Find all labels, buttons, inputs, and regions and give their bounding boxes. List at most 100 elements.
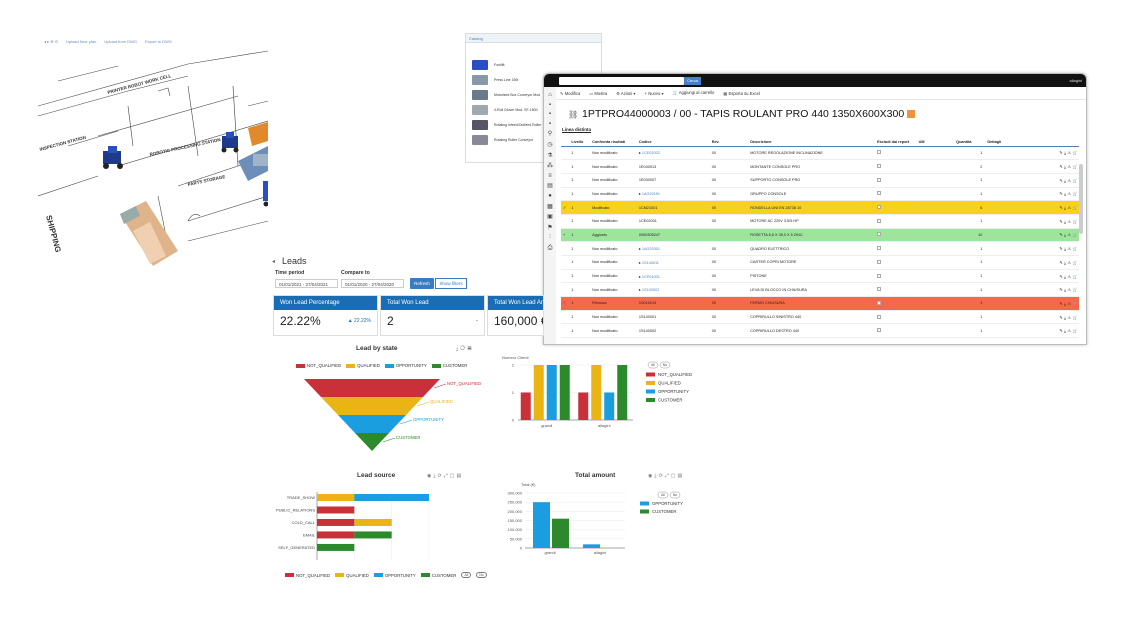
user-icon[interactable]: ● (548, 192, 552, 199)
pin-icon[interactable]: ⚲ (547, 131, 553, 138)
table-row[interactable]: 1 Non modificato 1S140001 00 COPRIRULLO SINI… (561, 310, 1079, 325)
catalog-item[interactable]: Rotating Roller Conveyor (466, 132, 601, 147)
cell-codice[interactable]: ▸ 1CP01001 (636, 269, 710, 284)
catalog-item[interactable]: Forklift (466, 57, 601, 72)
exclude-checkbox[interactable] (877, 218, 882, 223)
cell-escludi[interactable] (875, 159, 917, 174)
chart-toolbar[interactable]: ◉⤓⟳⤢▢▤ (648, 473, 685, 479)
row-actions-icons[interactable]: ✎⤓⚠🛒 (1059, 191, 1079, 197)
catalog-item[interactable]: Rotating Infeed/Outfeed Roller (466, 117, 601, 132)
cell-escludi[interactable] (875, 146, 917, 161)
chart-toolbar[interactable]: ⤓⟳▤ (456, 346, 474, 352)
catalog-item[interactable]: Motorized Box Conveyor Mod (466, 87, 601, 102)
forklift-icon[interactable] (263, 181, 268, 207)
clock-icon[interactable]: ◷ (547, 141, 553, 148)
row-actions-icons[interactable]: ✎⤓⚠🛒 (1059, 218, 1079, 224)
expand-icon[interactable]: ▸ (638, 288, 642, 293)
table-row[interactable]: 1 Non modificato 1E030007 00 SUPPORTO CONSOL… (561, 173, 1079, 188)
row-actions-icons[interactable]: ✎⤓⚠🛒 (1059, 177, 1079, 183)
cell-escludi[interactable] (875, 296, 917, 311)
legend-all-pill[interactable]: All (461, 572, 472, 578)
col-um[interactable]: UM (916, 138, 955, 147)
codice-text[interactable]: 1CP01001 (641, 274, 660, 279)
catalog-item[interactable]: 4-Roll Glover Mod. SF-1500 (466, 102, 601, 117)
table-row[interactable]: 1 Non modificato 1E040013 00 MONTANTE CONSOL… (561, 159, 1079, 174)
legend-item[interactable]: OPPORTUNITY (384, 363, 427, 368)
add-to-cart-button[interactable]: 🛒 Aggiungi al carrello (672, 90, 715, 95)
tree-icon[interactable]: ⁂ (547, 163, 553, 170)
edit-badge-icon[interactable] (907, 110, 916, 119)
col-codice[interactable]: Codice (636, 138, 710, 147)
box-icon[interactable]: ▪ (548, 120, 552, 127)
upload-floor-plan-link[interactable]: Upload floor plan (66, 38, 97, 44)
table-row[interactable]: 1 Non modificato ▸ 1AG20301 00 QUADRO ELETTR… (561, 241, 1079, 256)
chart-icon[interactable]: ⫶ (549, 234, 551, 241)
row-actions-icons[interactable]: ✎⤓⚠🛒 (1059, 273, 1079, 279)
col-livello[interactable]: Livello (569, 138, 591, 147)
cell-escludi[interactable] (875, 282, 917, 298)
exclude-checkbox[interactable] (877, 150, 882, 155)
tab-linea-distinta[interactable]: Linea distinta (562, 127, 592, 133)
table-row[interactable]: 1 Non modificato ▸ 1CE02002 00 MOTORE REGOLA… (561, 146, 1079, 161)
tool-icon[interactable]: ◂ ▸ ⊕ ⊖ (44, 38, 59, 44)
cell-codice[interactable]: ▸ 1S140011 (636, 255, 710, 270)
cell-escludi[interactable] (875, 310, 917, 325)
legend-item[interactable]: QUALIFIED (335, 573, 369, 578)
expand-icon[interactable]: ▸ (638, 192, 642, 197)
compare-to-input[interactable]: 01/01/2020 - 27/04/2020 (341, 279, 404, 288)
exclude-checkbox[interactable] (877, 177, 882, 182)
exclude-checkbox[interactable] (877, 205, 882, 210)
row-actions-icons[interactable]: ✎⤓⚠🛒 (1059, 314, 1079, 320)
bom-scrollbar[interactable] (1079, 164, 1083, 234)
bom-user-menu[interactable]: allagini (1069, 78, 1082, 83)
codice-text[interactable]: 1AG20301 (641, 247, 661, 252)
exclude-checkbox[interactable] (877, 164, 882, 169)
exclude-checkbox[interactable] (877, 273, 882, 278)
cell-escludi[interactable] (875, 200, 917, 215)
codice-text[interactable]: 1CE02002 (641, 151, 660, 156)
row-actions-icons[interactable]: ✎⤓⚠🛒 (1059, 259, 1079, 265)
forklift-icon[interactable] (103, 146, 123, 169)
flag-icon[interactable]: ⚑ (547, 224, 553, 231)
exclude-checkbox[interactable] (877, 328, 882, 333)
table-row[interactable]: 1 Non modificato 1CE02001 00 MOTORE AC 220V … (561, 214, 1079, 229)
exclude-checkbox[interactable] (877, 259, 882, 264)
codice-text[interactable]: 1S100002 (641, 288, 660, 293)
exclude-checkbox[interactable] (877, 300, 882, 305)
row-actions-icons[interactable]: ✎⤓⚠🛒 (1059, 287, 1079, 293)
expand-icon[interactable]: ▸ (638, 260, 642, 265)
catalog-item[interactable]: Press Line 150t (466, 72, 601, 87)
upload-dwg-link[interactable]: Upload from DWG (104, 38, 137, 44)
chart-toolbar[interactable]: ◉⤓⟳⤢▢▤ (427, 473, 464, 479)
table-row[interactable]: 1 Non modificato ▸ 1CP01001 00 PISTONE 1 ✎⤓⚠🛒 (561, 269, 1079, 284)
legend-item[interactable]: NOT_QUALIFIED (296, 363, 341, 368)
show-filters-button[interactable]: Show filters (435, 278, 467, 289)
col-rev[interactable]: Rev. (709, 138, 749, 147)
col-confronta[interactable]: Confronta risultati (590, 138, 637, 147)
expand-icon[interactable]: ▸ (638, 247, 642, 252)
cell-escludi[interactable] (875, 323, 917, 339)
calendar-icon[interactable]: ▦ (547, 203, 553, 210)
edit-button[interactable]: ✎ Modifica (560, 90, 581, 96)
new-button[interactable]: + Nuovo ▾ (644, 90, 664, 96)
row-actions-icons[interactable]: ✎⤓⚠🛒 (1059, 150, 1079, 156)
cell-escludi[interactable] (875, 228, 917, 243)
table-row[interactable]: 1 Non modificato ▸ 1S140011 00 CARTER COPRI … (561, 255, 1079, 270)
show-button[interactable]: ▭ Mostra (589, 90, 608, 96)
print-icon[interactable]: ⎙ (547, 244, 553, 251)
table-row[interactable]: 1 Non modificato ▸ 1AG20191 00 GRUPPO CONSOL… (561, 187, 1079, 202)
exclude-checkbox[interactable] (877, 232, 882, 237)
folder-icon[interactable]: ▪ (548, 101, 552, 108)
row-actions-icons[interactable]: ✎⤓⚠🛒 (1059, 246, 1079, 252)
row-actions-icons[interactable]: ✎⤓⚠🛒 (1059, 205, 1079, 211)
cell-escludi[interactable] (875, 214, 917, 229)
forklift-icon[interactable] (221, 132, 239, 153)
cell-codice[interactable]: ▸ 1AG20191 (636, 187, 710, 202)
row-actions-icons[interactable]: ✎⤓⚠🛒 (1059, 300, 1079, 306)
expand-icon[interactable]: ▸ (638, 151, 642, 156)
doc-icon[interactable]: ▤ (547, 183, 553, 190)
chevron-left-icon[interactable]: ◂ (272, 259, 276, 265)
expand-icon[interactable]: ▸ (638, 274, 642, 279)
cell-codice[interactable]: ▸ 1CE02002 (636, 146, 710, 161)
codice-text[interactable]: 1AG20191 (641, 192, 661, 197)
